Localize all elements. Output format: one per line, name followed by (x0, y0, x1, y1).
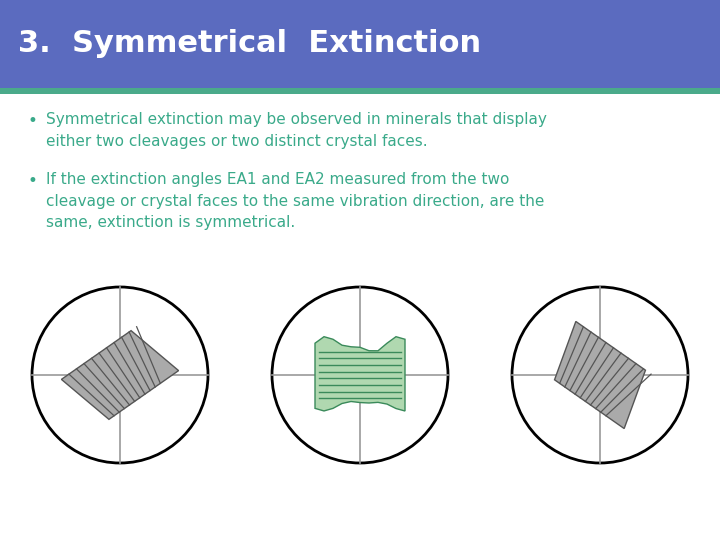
Bar (0, 0, 720, 88)
Text: Symmetrical extinction may be observed in minerals that display
either two cleav: Symmetrical extinction may be observed i… (46, 112, 547, 149)
Text: •: • (28, 172, 38, 190)
Text: 3.  Symmetrical  Extinction: 3. Symmetrical Extinction (18, 30, 481, 58)
Bar (0, 88, 720, 94)
Polygon shape (315, 337, 405, 411)
Circle shape (272, 287, 448, 463)
Circle shape (32, 287, 208, 463)
Text: If the extinction angles EA1 and EA2 measured from the two
cleavage or crystal f: If the extinction angles EA1 and EA2 mea… (46, 172, 544, 230)
Text: •: • (28, 112, 38, 130)
Circle shape (512, 287, 688, 463)
Polygon shape (61, 330, 179, 420)
Polygon shape (554, 321, 645, 429)
